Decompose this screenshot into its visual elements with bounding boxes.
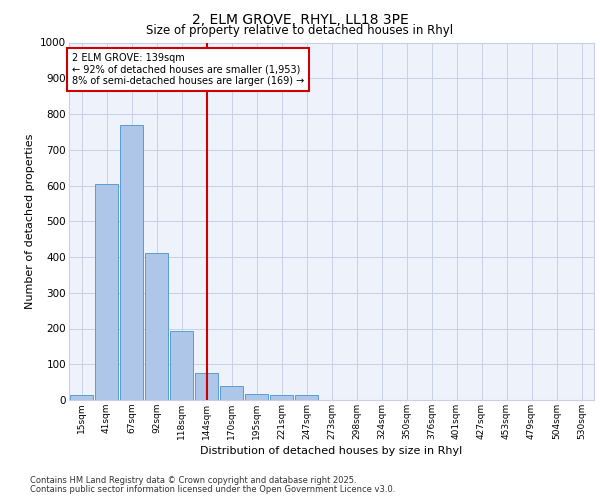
Text: Contains HM Land Registry data © Crown copyright and database right 2025.: Contains HM Land Registry data © Crown c… <box>30 476 356 485</box>
Bar <box>194 373 218 400</box>
Text: Size of property relative to detached houses in Rhyl: Size of property relative to detached ho… <box>146 24 454 37</box>
X-axis label: Distribution of detached houses by size in Rhyl: Distribution of detached houses by size … <box>200 446 463 456</box>
Bar <box>119 124 143 400</box>
Bar <box>245 394 268 400</box>
Bar <box>269 396 293 400</box>
Text: Contains public sector information licensed under the Open Government Licence v3: Contains public sector information licen… <box>30 485 395 494</box>
Y-axis label: Number of detached properties: Number of detached properties <box>25 134 35 309</box>
Bar <box>170 332 193 400</box>
Bar <box>95 184 118 400</box>
Bar <box>220 386 244 400</box>
Bar <box>70 394 94 400</box>
Text: 2, ELM GROVE, RHYL, LL18 3PE: 2, ELM GROVE, RHYL, LL18 3PE <box>191 12 409 26</box>
Text: 2 ELM GROVE: 139sqm
← 92% of detached houses are smaller (1,953)
8% of semi-deta: 2 ELM GROVE: 139sqm ← 92% of detached ho… <box>71 53 304 86</box>
Bar <box>295 396 319 400</box>
Bar <box>145 252 169 400</box>
